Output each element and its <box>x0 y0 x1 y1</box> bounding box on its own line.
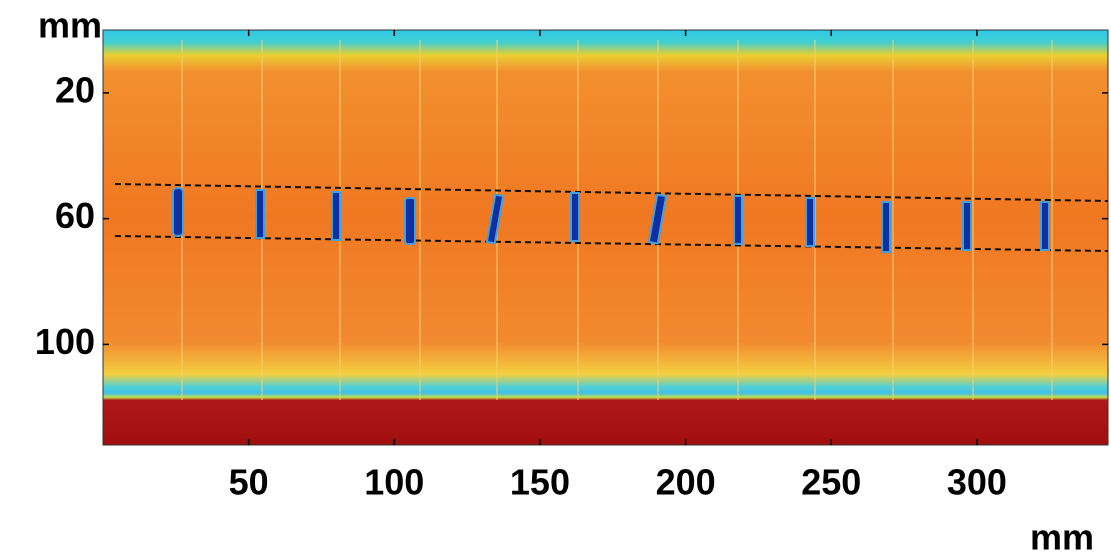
x-tick-label: 300 <box>947 462 1007 503</box>
x-tick-label: 50 <box>229 462 269 503</box>
y-tick-label: 60 <box>55 195 95 236</box>
x-tick-label: 100 <box>364 462 424 503</box>
y-axis-label: mm <box>38 5 102 46</box>
scan-image <box>102 29 1109 446</box>
x-tick-label: 150 <box>510 462 570 503</box>
x-axis-label: mm <box>1030 517 1094 558</box>
y-tick-label: 20 <box>55 69 95 110</box>
y-tick-label: 100 <box>35 321 95 362</box>
x-tick-label: 200 <box>656 462 716 503</box>
x-tick-label: 250 <box>801 462 861 503</box>
